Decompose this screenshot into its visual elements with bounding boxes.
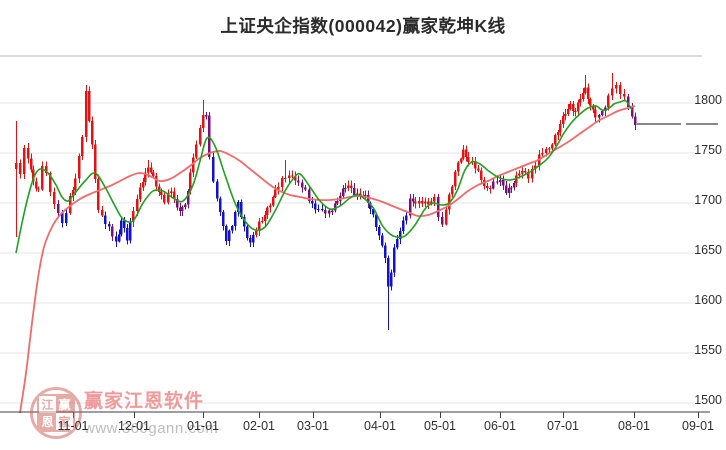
x-axis-tick-label: 04-01: [364, 419, 396, 433]
x-axis-tick-label: 02-01: [243, 419, 275, 433]
x-axis-tick-label: 05-01: [424, 419, 456, 433]
ma-fast-line: [15, 99, 633, 254]
x-axis-tick-label: 11-01: [57, 419, 89, 433]
watermark-url-text: www.360gann.com: [84, 420, 219, 437]
winner-gann-seal-logo: 江 赢 恩 家: [30, 387, 82, 439]
x-axis-tick-label: 07-01: [547, 419, 579, 433]
y-axis-label: 1500: [694, 393, 722, 407]
x-axis-tick-label: 06-01: [484, 419, 516, 433]
y-axis-label: 1550: [694, 343, 722, 357]
seal-char: 江: [41, 397, 54, 412]
y-axis-label: 1700: [694, 193, 722, 207]
watermark-brand-text: 赢家江恩软件: [84, 391, 205, 412]
y-axis-label: 1600: [694, 293, 722, 307]
x-axis-tick-label: 12-01: [118, 419, 150, 433]
x-axis-tick-label: 01-01: [187, 419, 219, 433]
y-axis-label: 1750: [694, 143, 722, 157]
seal-char: 赢: [56, 396, 73, 413]
x-axis-tick-label: 09-01: [682, 419, 714, 433]
gridlines: [0, 55, 702, 404]
x-axis: [0, 411, 710, 418]
x-axis-tick-label: 08-01: [618, 419, 650, 433]
seal-char: 恩: [39, 413, 56, 430]
chart-title: 上证央企指数(000042)赢家乾坤K线: [220, 16, 506, 36]
seal-grid: 江 赢 恩 家: [37, 394, 75, 432]
seal-circle: 江 赢 恩 家: [30, 387, 82, 439]
seal-char: 家: [58, 414, 71, 429]
x-axis-tick-label: 03-01: [297, 419, 329, 433]
y-axis-label: 1650: [694, 243, 722, 257]
candlesticks: [15, 73, 637, 330]
y-axis-label: 1800: [694, 93, 722, 107]
